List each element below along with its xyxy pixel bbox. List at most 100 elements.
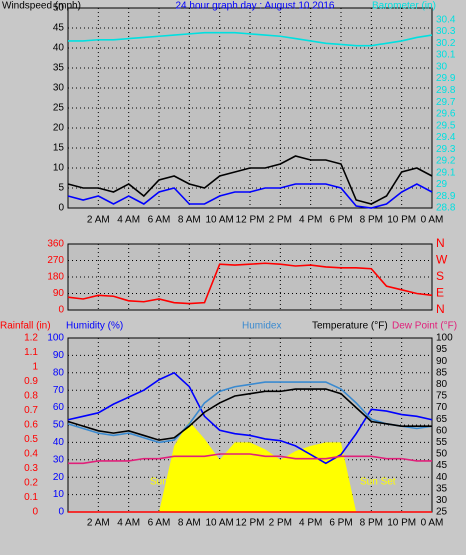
y-tick-label: 40 (53, 437, 65, 448)
y2-tick-label: W (436, 253, 448, 267)
line (67, 371, 433, 465)
y-tick-label: 0 (58, 507, 64, 518)
y-tick-label: 35 (53, 63, 65, 74)
legend-label: Humidex (242, 321, 281, 332)
annotation: Sun Set (360, 477, 396, 488)
y3-tick-label: 1.2 (24, 333, 38, 344)
x-tick-label: 8 AM (178, 215, 201, 226)
line (67, 388, 432, 441)
x-tick-label: 8 AM (178, 518, 201, 529)
y2-tick-label: 30 (436, 495, 448, 506)
y-tick-label: 15 (53, 143, 65, 154)
y2-tick-label: N (436, 302, 445, 316)
line (68, 453, 432, 465)
x-tick-label: 6 PM (329, 215, 352, 226)
x-tick-label: 8 PM (360, 518, 383, 529)
y3-tick-label: 1.1 (24, 347, 38, 358)
y3-tick-label: 0.8 (24, 391, 38, 402)
y2-tick-label: 30.3 (436, 26, 456, 37)
y-tick-label: 45 (53, 23, 65, 34)
annotation: Sun Rise (150, 477, 191, 488)
y-tick-label: 25 (53, 103, 65, 114)
y3-tick-label: 0.6 (24, 420, 38, 431)
y-tick-label: 20 (53, 472, 65, 483)
y2-tick-label: 60 (436, 425, 448, 436)
y2-tick-label: 28.8 (436, 203, 456, 214)
y3-tick-label: 1 (32, 362, 38, 373)
y-tick-label: 10 (53, 163, 65, 174)
y2-tick-label: 29.5 (436, 120, 456, 131)
y-tick-label: 270 (47, 255, 64, 266)
y-tick-label: 90 (53, 350, 65, 361)
y2-tick-label: 85 (436, 367, 448, 378)
y-tick-label: 180 (47, 272, 64, 283)
y2-tick-label: 35 (436, 483, 448, 494)
line (67, 262, 433, 305)
x-tick-label: 6 AM (148, 215, 171, 226)
y2-tick-label: 55 (436, 437, 448, 448)
chart-title: 24 hour graph day : August 10 2016 (175, 1, 334, 12)
y2-tick-label: 28.9 (436, 191, 456, 202)
y3-tick-label: 0.1 (24, 492, 38, 503)
y3-tick-label: 0.5 (24, 434, 38, 445)
y3-tick-label: 0 (32, 507, 38, 518)
y2-tick-label: 29.3 (436, 144, 456, 155)
y-tick-label: 70 (53, 385, 65, 396)
y-tick-label: 90 (53, 288, 65, 299)
legend-label: Barometer (in) (372, 1, 436, 12)
y2-tick-label: 65 (436, 414, 448, 425)
y-tick-label: 50 (53, 420, 65, 431)
x-tick-label: 6 AM (148, 518, 171, 529)
x-tick-label: 2 AM (87, 215, 110, 226)
y2-tick-label: 80 (436, 379, 448, 390)
x-tick-label: 4 AM (117, 215, 140, 226)
y-tick-label: 60 (53, 402, 65, 413)
x-tick-label: 10 PM (387, 518, 416, 529)
legend-label: Windspeed (mph) (2, 1, 81, 12)
y2-tick-label: 29.7 (436, 97, 456, 108)
y2-tick-label: 30 (436, 61, 448, 72)
y-tick-label: 30 (53, 454, 65, 465)
y2-tick-label: 29.2 (436, 156, 456, 167)
y2-tick-label: 45 (436, 460, 448, 471)
y-tick-label: 30 (53, 83, 65, 94)
y3-tick-label: 0.2 (24, 478, 38, 489)
x-tick-label: 6 PM (329, 518, 352, 529)
y2-tick-label: 29.1 (436, 167, 456, 178)
x-tick-label: 2 AM (87, 518, 110, 529)
y2-tick-label: 70 (436, 402, 448, 413)
y3-tick-label: 0.7 (24, 405, 38, 416)
x-tick-label: 10 AM (205, 215, 233, 226)
y-tick-label: 40 (53, 43, 65, 54)
area (68, 421, 432, 512)
y-tick-label: 360 (47, 239, 64, 250)
y-tick-label: 0 (58, 203, 64, 214)
y2-tick-label: 29.8 (436, 85, 456, 96)
legend-label: Temperature (°F) (312, 321, 388, 332)
y3-tick-label: 0.3 (24, 463, 38, 474)
legend-label: Humidity (%) (66, 321, 123, 332)
y2-tick-label: 95 (436, 344, 448, 355)
x-tick-label: 10 PM (387, 215, 416, 226)
y2-tick-label: 50 (436, 449, 448, 460)
x-tick-label: 12 PM (236, 215, 265, 226)
x-tick-label: 0 AM (421, 215, 444, 226)
line (67, 381, 433, 444)
y-tick-label: 5 (58, 183, 64, 194)
y2-tick-label: 30.1 (436, 50, 456, 61)
legend-label: Dew Point (°F) (392, 321, 457, 332)
y2-tick-label: 100 (436, 333, 453, 344)
y2-tick-label: 29.4 (436, 132, 456, 143)
line (68, 31, 433, 47)
line (67, 183, 433, 209)
y2-tick-label: 75 (436, 391, 448, 402)
x-tick-label: 8 PM (360, 215, 383, 226)
legend-label: Rainfall (in) (0, 321, 51, 332)
x-tick-label: 2 PM (269, 215, 292, 226)
y-tick-label: 100 (47, 333, 64, 344)
y-tick-label: 50 (53, 3, 65, 14)
y2-tick-label: 40 (436, 472, 448, 483)
x-tick-label: 0 AM (421, 518, 444, 529)
x-tick-label: 4 PM (299, 518, 322, 529)
x-tick-label: 12 PM (236, 518, 265, 529)
